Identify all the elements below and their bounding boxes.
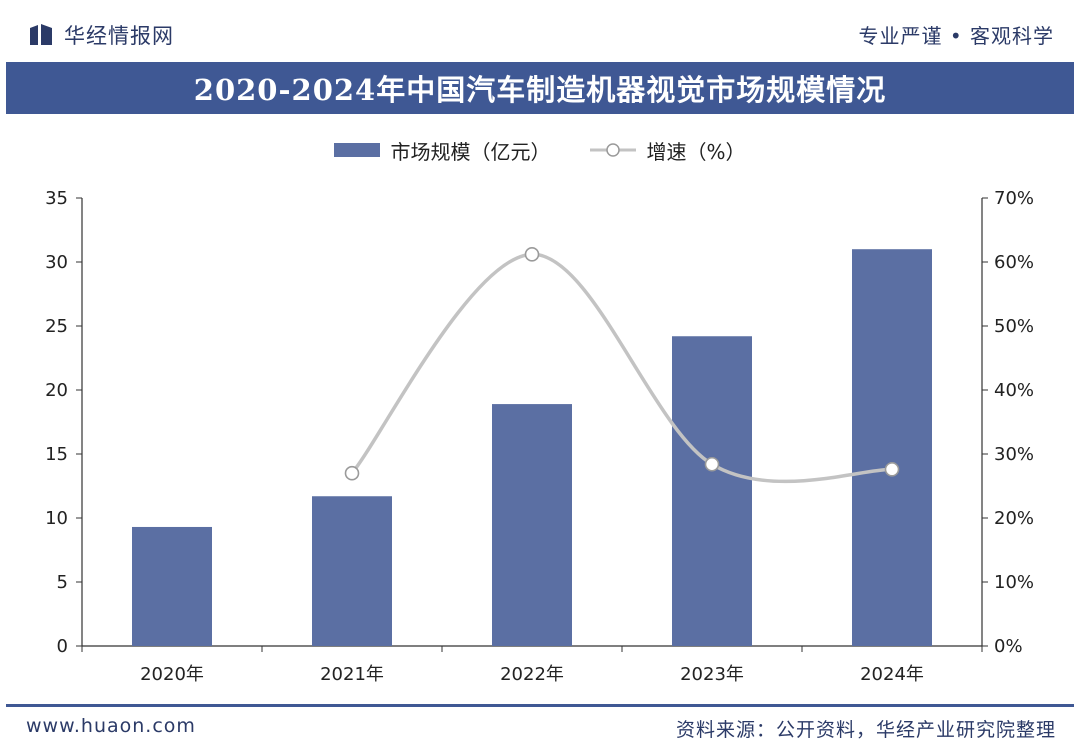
y-left-tick-label: 35 — [45, 188, 68, 209]
y-left-tick-label: 5 — [57, 572, 68, 593]
bar-market-size — [132, 526, 212, 646]
footer-url: www.huaon.com — [26, 715, 196, 737]
bar-market-size — [852, 249, 932, 646]
y-right-tick-label: 20% — [994, 508, 1034, 529]
point-growth-rate — [344, 465, 360, 481]
brand-name: 华经情报网 — [64, 24, 174, 48]
y-right-tick-label: 40% — [994, 380, 1034, 401]
legend-bar-swatch — [334, 143, 381, 157]
chart-title: 2020-2024年中国汽车制造机器视觉市场规模情况 — [6, 62, 1074, 114]
footer-source: 资料来源：公开资料，华经产业研究院整理 — [675, 719, 1056, 741]
x-tick-label: 2020年 — [140, 664, 204, 685]
chart-legend: 市场规模（亿元） 增速（%） — [0, 130, 1080, 170]
legend-line-label: 增速（%） — [646, 139, 746, 164]
y-left-tick-label: 0 — [57, 636, 68, 657]
y-left-tick-label: 25 — [45, 316, 68, 337]
legend-item-line: 增速（%） — [590, 136, 746, 165]
y-right-tick-label: 50% — [994, 316, 1034, 337]
x-tick-label: 2022年 — [500, 664, 564, 685]
x-tick-label: 2023年 — [680, 664, 744, 685]
legend-line-marker-icon — [590, 143, 637, 157]
y-left-tick-label: 30 — [45, 252, 68, 273]
point-growth-rate — [704, 456, 720, 472]
slogan: 专业严谨 • 客观科学 — [858, 24, 1054, 48]
point-growth-rate — [524, 247, 540, 262]
y-right-tick-label: 30% — [994, 444, 1034, 465]
y-left-tick-label: 20 — [45, 380, 68, 401]
brand: 华经情报网 — [28, 20, 174, 50]
x-tick-label: 2021年 — [320, 664, 384, 685]
header: 华经情报网 专业严谨 • 客观科学 — [0, 0, 1080, 62]
x-tick-label: 2024年 — [860, 664, 924, 685]
point-growth-rate — [884, 462, 900, 477]
bar-market-size — [672, 336, 752, 646]
y-right-tick-label: 70% — [994, 188, 1034, 209]
y-left-tick-label: 10 — [45, 508, 68, 529]
line-growth-rate — [350, 252, 893, 484]
bar-market-size — [312, 496, 392, 646]
y-left-tick-label: 15 — [45, 444, 68, 465]
y-right-tick-label: 0% — [994, 636, 1023, 657]
legend-bar-label: 市场规模（亿元） — [390, 139, 551, 164]
bar-market-size — [492, 404, 572, 646]
brand-logo-icon — [30, 24, 52, 45]
y-right-tick-label: 60% — [994, 252, 1034, 273]
legend-item-bar: 市场规模（亿元） — [334, 136, 550, 165]
chart-plot: 0 5 10 15 20 25 30 35 0% 10% 20% 30% 40% 50% 60% 70% 202… — [45, 188, 1034, 685]
footer: www.huaon.com 资料来源：公开资料，华经产业研究院整理 — [6, 704, 1074, 753]
y-right-tick-label: 10% — [994, 572, 1034, 593]
